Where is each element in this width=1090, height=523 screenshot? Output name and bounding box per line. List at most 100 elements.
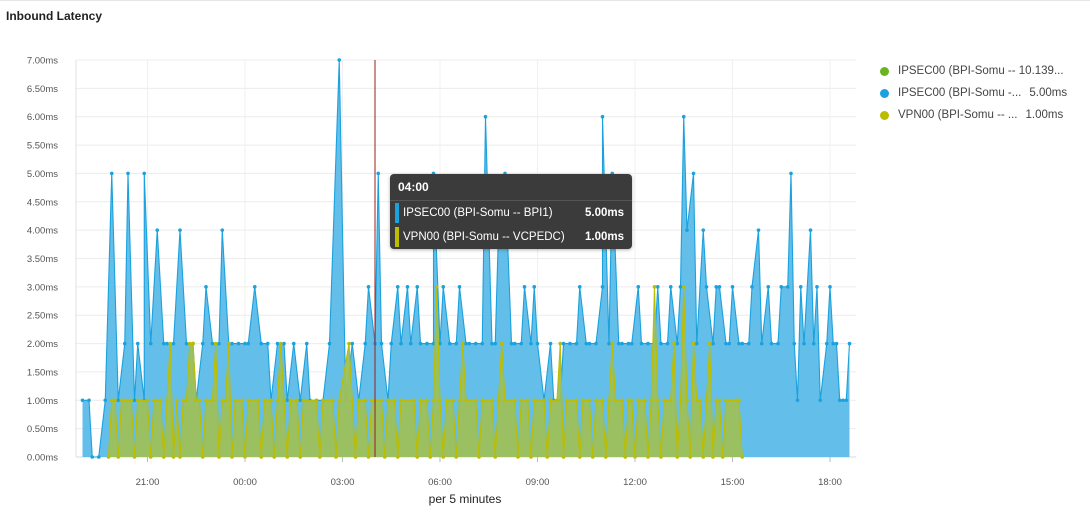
data-point <box>282 398 286 403</box>
latency-chart[interactable]: 0.00ms 0.50ms 1.00ms 1.50ms 2.00ms 2.50ms 3.00… <box>0 0 870 490</box>
data-point <box>652 285 657 289</box>
data-point <box>623 455 628 459</box>
data-point <box>223 398 228 403</box>
data-point <box>259 341 264 346</box>
data-point <box>265 341 270 346</box>
data-point <box>438 341 442 346</box>
y-tick-label: 7.00ms <box>27 56 58 67</box>
data-point <box>441 285 446 289</box>
data-point <box>727 341 732 346</box>
data-point <box>831 341 836 346</box>
data-point <box>512 398 517 403</box>
data-point <box>717 285 722 289</box>
data-point <box>490 341 494 346</box>
x-tick-label: 00:00 <box>233 477 257 488</box>
tooltip-series-name: IPSEC00 (BPI-Somu -- BPI1) <box>403 207 553 219</box>
data-point <box>746 341 751 346</box>
data-point <box>811 341 816 346</box>
data-point <box>681 114 686 119</box>
data-point <box>587 398 592 403</box>
data-point <box>785 285 790 289</box>
data-point <box>750 285 754 289</box>
data-point <box>564 398 569 403</box>
data-point <box>165 341 169 346</box>
legend-series-value: 5.00ms <box>1029 87 1068 99</box>
data-point <box>256 398 260 403</box>
data-point <box>434 285 439 289</box>
y-tick-label: 1.50ms <box>27 367 58 378</box>
legend-dot-icon <box>880 110 889 120</box>
legend-series-name: IPSEC00 (BPI-Somu -- 10.139... <box>898 65 1064 77</box>
data-point <box>103 398 108 403</box>
y-tick-label: 4.00ms <box>27 226 58 237</box>
data-point <box>350 398 355 403</box>
data-point <box>555 398 559 403</box>
data-point <box>109 398 114 403</box>
data-point <box>711 455 715 459</box>
data-point <box>685 398 689 403</box>
data-point <box>116 455 121 459</box>
data-point <box>90 455 95 459</box>
data-point <box>454 341 459 346</box>
y-tick-label: 6.00ms <box>27 112 58 123</box>
data-point <box>610 341 615 346</box>
data-point <box>659 341 663 346</box>
data-point <box>412 398 416 403</box>
data-point <box>337 58 342 62</box>
data-point <box>135 398 140 403</box>
data-point <box>363 341 368 346</box>
data-point <box>733 398 738 403</box>
data-point <box>282 341 286 346</box>
data-point <box>171 455 176 459</box>
data-point <box>275 398 280 403</box>
data-point <box>451 398 455 403</box>
data-point <box>337 398 342 403</box>
data-point <box>428 455 433 459</box>
data-point <box>477 455 481 459</box>
data-point <box>545 455 550 459</box>
data-point <box>431 341 436 346</box>
data-point <box>327 341 332 346</box>
x-tick-label: 21:00 <box>136 477 160 488</box>
data-point <box>132 455 137 459</box>
series-area <box>82 60 850 457</box>
data-point <box>779 285 784 289</box>
data-point <box>168 341 173 346</box>
data-point <box>490 398 494 403</box>
data-point <box>529 341 533 346</box>
data-point <box>668 285 673 289</box>
data-point <box>776 341 780 346</box>
data-point <box>636 398 641 403</box>
data-point <box>499 341 504 346</box>
data-point <box>519 341 524 346</box>
data-point <box>116 398 121 403</box>
data-point <box>194 398 199 403</box>
data-point <box>496 398 501 403</box>
data-point <box>681 285 686 289</box>
data-point <box>217 341 221 346</box>
data-point <box>600 398 605 403</box>
legend-item-ipsec00-10139[interactable]: IPSEC00 (BPI-Somu -- 10.139... <box>880 60 1085 82</box>
data-point <box>161 341 166 346</box>
data-point <box>668 398 673 403</box>
data-point <box>659 455 663 459</box>
data-point <box>769 341 774 346</box>
legend-item-vpn00[interactable]: VPN00 (BPI-Somu -- ... 1.00ms <box>880 104 1085 126</box>
tooltip-row: IPSEC00 (BPI-Somu -- BPI1) 5.00ms <box>390 201 632 225</box>
legend-item-ipsec00-bpi1[interactable]: IPSEC00 (BPI-Somu -... 5.00ms <box>880 82 1085 104</box>
data-point <box>220 398 225 403</box>
data-point <box>243 341 247 346</box>
data-point <box>353 455 358 459</box>
data-point <box>230 341 234 346</box>
data-point <box>509 341 514 346</box>
data-point <box>574 398 579 403</box>
data-point <box>200 341 205 346</box>
data-point <box>399 341 403 346</box>
data-point <box>269 398 273 403</box>
data-point <box>200 455 205 459</box>
data-point <box>204 398 208 403</box>
top-divider <box>0 0 1090 1</box>
data-point <box>844 398 849 403</box>
data-point <box>278 341 283 346</box>
data-point <box>841 398 845 403</box>
